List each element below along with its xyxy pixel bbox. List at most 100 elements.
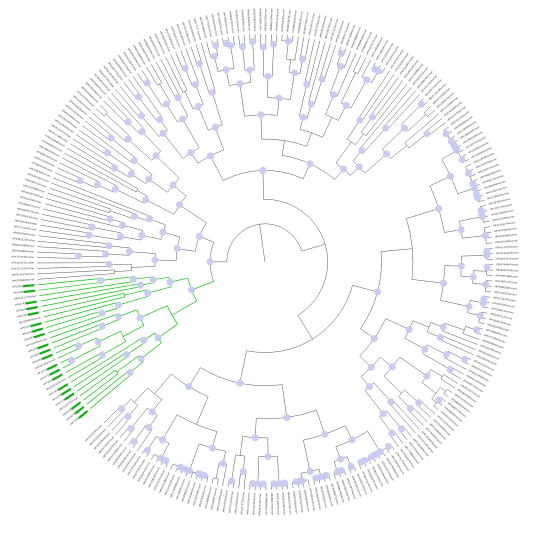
node-marker [264,452,272,461]
node-marker [259,166,267,175]
node-marker [472,326,480,334]
branch [365,83,408,136]
branch [64,152,137,193]
leaf-label: HPV459122Human [496,251,519,255]
leaf-label: HPV796872Human [222,12,229,35]
branch [347,120,361,140]
branch [482,306,489,309]
node-marker [280,479,289,487]
leaf-label: HPV427446Human [494,227,517,233]
leaf-label: HPV997614Human [258,492,261,515]
branch [292,482,294,489]
branch [146,82,163,107]
branch [423,105,432,113]
branch-arc [361,131,366,136]
node-marker [105,242,113,250]
branch [478,322,485,325]
node-marker [388,429,396,437]
branch-arc [176,414,217,432]
node-marker [125,248,133,256]
node-marker [211,123,219,131]
leaf-label: HPV340337Human [478,163,500,175]
leaf-labels: HPV100000HumanHPV107919HumanHPV115838Hum… [11,8,519,516]
node-marker [275,94,283,102]
branch [38,282,102,291]
branch-arc [263,199,328,316]
branch [387,94,420,130]
branch-arc [120,331,127,342]
node-marker [236,379,244,387]
node-marker [481,231,490,240]
node-marker [130,212,139,220]
leaf-label: HPV129291Human [234,491,240,514]
leaf-label: HPV353408Human [12,243,35,248]
branch-arc [353,71,358,74]
branch [199,63,210,94]
leaf-label: HPV585826Human [482,339,505,350]
node-marker [435,205,443,213]
leaf-label: HPV105534Human [252,492,256,515]
leaf-label: HPV321732Human [11,267,34,271]
leaf-label: HPV337570Human [11,256,34,259]
branch-arc [147,387,162,400]
leaf-label: HPV216400Human [170,476,181,499]
leaf-label: HPV506636Human [495,285,518,290]
branch [37,273,115,280]
leaf-label: HPV176805Human [199,484,208,507]
node-marker [415,399,423,407]
branch [42,214,93,226]
branch [420,400,436,415]
branch-arc [115,370,119,375]
node-marker [480,295,488,303]
branch-arc [286,58,295,61]
branch [196,396,209,425]
branch [111,414,127,431]
branch [336,52,357,97]
node-marker [342,101,350,109]
leaf-label: HPV345489Human [12,249,35,253]
node-marker [384,442,393,451]
branch [179,204,207,224]
leaf-label: HPV530393Human [492,302,515,309]
branch [115,89,140,118]
branch [195,44,203,64]
branch [443,393,449,398]
highlight-bar [23,284,35,288]
branch [68,356,104,378]
leaf-label: HPV773115Human [204,15,212,38]
node-marker [400,124,409,132]
leaf-label: HPV145129Human [222,489,229,512]
branch [86,370,129,405]
branch [411,406,428,423]
leaf-label: HPV986928Human [356,28,368,50]
branch [67,148,139,190]
branch [367,458,372,465]
node-marker [382,150,391,158]
branch [404,338,426,350]
branch [430,369,443,377]
branch [485,290,492,293]
leaf-label: HPV973857Human [275,493,279,516]
node-marker [423,130,431,138]
branch [281,140,285,156]
leaf-label: HPV400922Human [17,207,40,215]
node-marker [206,258,214,266]
node-marker [322,471,330,480]
branch [124,289,147,296]
branch [107,152,134,172]
branch [428,122,446,136]
node-marker [370,334,378,343]
branch [230,45,235,69]
node-marker [111,164,119,172]
node-marker [306,467,314,476]
branch [75,134,107,156]
node-marker [312,474,320,482]
node-marker [206,152,215,160]
branch [162,414,178,441]
branch [107,410,124,428]
node-marker [382,124,390,132]
branch [212,92,223,125]
node-marker [103,149,112,157]
leaf-label: HPV424679Human [21,190,44,199]
leaf-label: HPV899819Human [297,10,303,33]
